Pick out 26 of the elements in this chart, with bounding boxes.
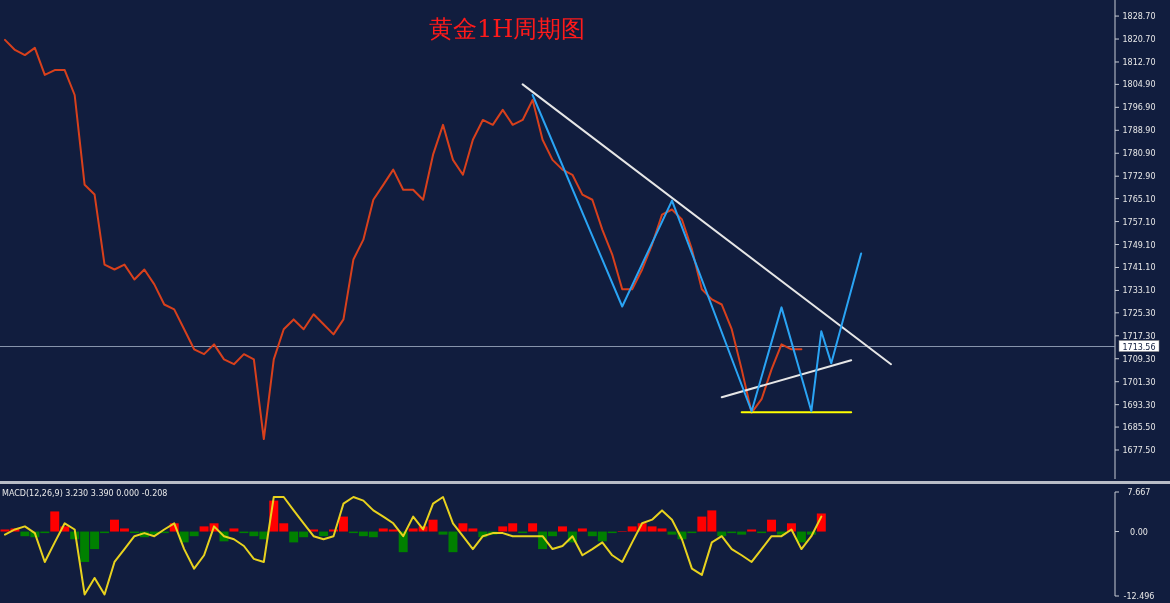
y-tick-label: 1820.70 xyxy=(1122,35,1156,45)
chart-title: MACD(12,26,9) 3.230 3.390 0.000 -0.208 xyxy=(2,489,168,498)
y-tick-label: 1701.30 xyxy=(1122,377,1156,387)
y-tick-label: 1780.90 xyxy=(1122,149,1156,159)
y-tick-label: 1709.30 xyxy=(1122,354,1156,364)
y-tick-label: 1757.10 xyxy=(1122,217,1156,227)
y-tick-label: 1693.30 xyxy=(1122,400,1156,410)
y-tick-label: 1749.10 xyxy=(1122,240,1156,250)
y-tick-label: 1765.10 xyxy=(1122,194,1156,204)
y-tick-label: 1796.90 xyxy=(1122,103,1156,113)
ref-line-label: 1713.56 xyxy=(1122,342,1156,352)
y-tick-label: 1772.90 xyxy=(1122,172,1156,182)
y-tick-label: 1804.90 xyxy=(1122,80,1156,90)
y-tick-label: 1717.30 xyxy=(1122,331,1156,341)
y-tick-label: 1828.70 xyxy=(1122,12,1156,22)
y-tick-label: -12.496 xyxy=(1123,592,1155,601)
y-tick-label: 1741.10 xyxy=(1122,263,1156,273)
y-tick-label: 1725.30 xyxy=(1122,308,1156,318)
y-tick-label: 7.667 xyxy=(1127,488,1151,497)
y-tick-label: 1677.50 xyxy=(1122,446,1156,456)
y-tick-label: 0.00 xyxy=(1130,527,1148,537)
y-tick-label: 1788.90 xyxy=(1122,126,1156,136)
y-tick-label: 1812.70 xyxy=(1122,57,1156,67)
y-tick-label: 1685.50 xyxy=(1122,423,1156,433)
y-tick-label: 1733.10 xyxy=(1122,286,1156,296)
text: 黄金1H周期图 xyxy=(428,15,586,43)
